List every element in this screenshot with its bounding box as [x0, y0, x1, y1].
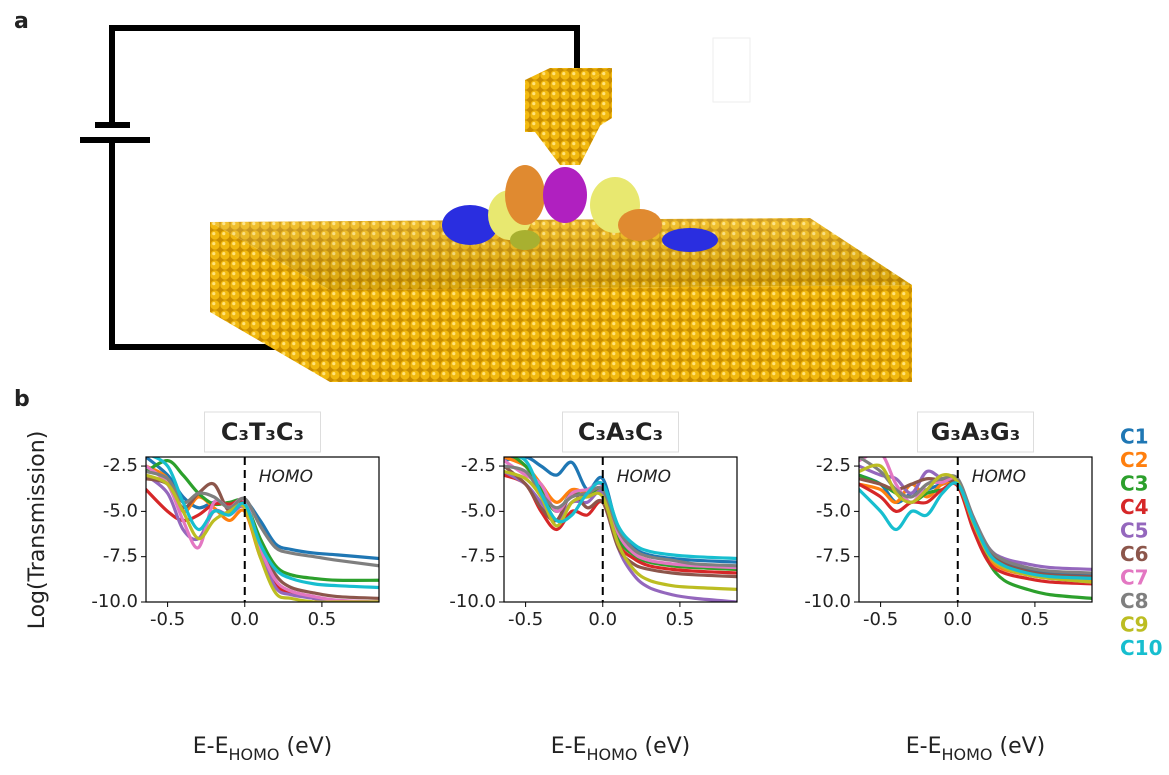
plot-frame	[858, 456, 1093, 603]
title-box	[562, 411, 679, 453]
y-tick-label: -7.5	[461, 546, 496, 567]
x-tick-label: -0.5	[863, 609, 898, 630]
x-axis-label: E-EHOMO (eV)	[551, 734, 691, 764]
series-line	[859, 457, 1092, 575]
y-tick-label: -2.5	[103, 455, 138, 476]
y-tick-label: -10.0	[804, 591, 851, 612]
x-tick-label: 0.0	[588, 609, 617, 630]
x-tick-label: 0.5	[666, 609, 695, 630]
legend-entry: C4	[1120, 495, 1149, 519]
x-axis-label-main: E-E	[193, 734, 229, 759]
circuit	[80, 25, 580, 350]
series-line	[504, 457, 737, 564]
y-axis-label: Log(Transmission)	[25, 431, 50, 630]
legend-entry: C10	[1120, 636, 1163, 660]
x-axis-label-unit: (eV)	[638, 734, 691, 759]
legend-entry: C8	[1120, 589, 1149, 613]
x-axis-label: E-EHOMO (eV)	[193, 734, 333, 764]
x-axis-label: E-EHOMO (eV)	[906, 734, 1046, 764]
chart-title: G₃A₃G₃	[931, 418, 1021, 446]
x-axis-label-unit: (eV)	[280, 734, 333, 759]
x-tick-label: 0.0	[230, 609, 259, 630]
annotation: HOMO	[972, 467, 1026, 487]
legend-entry: C2	[1120, 448, 1149, 472]
plot-frame	[145, 456, 380, 603]
gold-slab	[210, 218, 912, 382]
x-axis-label-sub: HOMO	[586, 745, 637, 764]
y-tick-label: -5.0	[461, 500, 496, 521]
legend-entry: C5	[1120, 519, 1149, 543]
title-box	[917, 411, 1034, 453]
x-axis-label-main: E-E	[906, 734, 942, 759]
gold-tip	[525, 68, 612, 165]
x-tick-label: 0.5	[1021, 609, 1050, 630]
panel-label: a	[14, 9, 29, 34]
y-tick-label: -5.0	[103, 500, 138, 521]
y-tick-label: -2.5	[816, 455, 851, 476]
series-line	[504, 469, 737, 602]
chart-title: C₃T₃C₃	[221, 418, 304, 446]
panel-label: b	[14, 387, 30, 412]
y-tick-label: -10.0	[449, 591, 496, 612]
x-axis-label-sub: HOMO	[228, 745, 279, 764]
x-tick-label: -0.5	[150, 609, 185, 630]
plot-frame	[503, 456, 738, 603]
chart-title: C₃A₃C₃	[578, 418, 663, 446]
x-tick-label: 0.5	[308, 609, 337, 630]
x-axis-label-main: E-E	[551, 734, 587, 759]
annotation: HOMO	[259, 467, 313, 487]
legend-entry: C3	[1120, 472, 1149, 496]
x-axis-label-sub: HOMO	[941, 745, 992, 764]
annotation: HOMO	[617, 467, 671, 487]
x-tick-label: 0.0	[943, 609, 972, 630]
x-tick-label: -0.5	[508, 609, 543, 630]
y-tick-label: -7.5	[103, 546, 138, 567]
series-line	[150, 457, 379, 590]
legend-entry: C6	[1120, 542, 1149, 566]
x-axis-label-unit: (eV)	[993, 734, 1046, 759]
series-line	[146, 473, 379, 602]
legend-entry: C9	[1120, 613, 1149, 637]
title-box	[204, 411, 321, 453]
y-tick-label: -10.0	[91, 591, 138, 612]
molecule	[442, 165, 718, 252]
y-tick-label: -5.0	[816, 500, 851, 521]
y-tick-label: -2.5	[461, 455, 496, 476]
y-tick-label: -7.5	[816, 546, 851, 567]
inset-box	[712, 37, 751, 103]
legend-entry: C7	[1120, 566, 1149, 590]
legend-entry: C1	[1120, 425, 1149, 449]
